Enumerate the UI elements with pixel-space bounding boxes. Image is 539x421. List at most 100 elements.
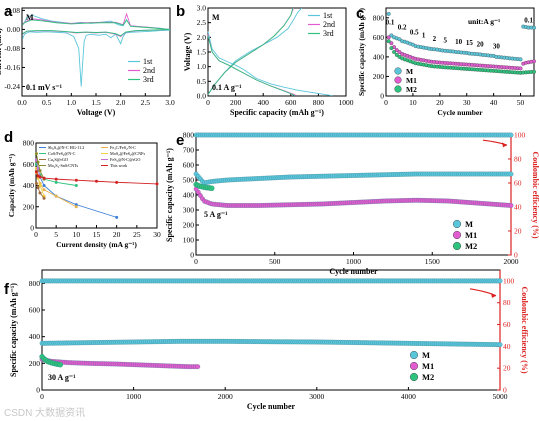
y2-tick-label: 20 (514, 227, 522, 236)
legend-entry: M2 (465, 241, 477, 251)
data-point (54, 194, 58, 198)
series-line (207, 7, 294, 95)
data-point (209, 185, 215, 191)
panel-label: d (4, 129, 13, 146)
plot-frame (385, 7, 535, 97)
legend-entry: Fe₃C/FeS₂/N-C (110, 145, 136, 150)
x-tick-label: 30 (463, 98, 471, 107)
x-tick-label: 1000 (339, 98, 354, 107)
y-tick-label: 100 (183, 236, 195, 245)
series-line (22, 12, 171, 38)
data-point (115, 180, 119, 184)
y-tick-label: 0 (36, 386, 40, 395)
sample-tag: M (26, 13, 34, 22)
x-tick-label: 0 (384, 98, 388, 107)
x-axis-label: Current density (mA g⁻¹) (56, 240, 137, 249)
data-point (57, 361, 64, 368)
x-tick-label: 500 (269, 257, 281, 266)
axis-arrow-head (502, 142, 507, 148)
y2-tick-label: 60 (503, 320, 511, 329)
y-axis-label: Specific capacity (mAh g⁻¹) (165, 148, 174, 242)
panel-label: f (4, 281, 10, 298)
y-axis-label: Capacity (mAh g⁻¹) (7, 153, 16, 217)
y-tick-label: 400 (29, 332, 41, 341)
panel-e: 0 500 1000 1500 2000010020030040050060070080… (165, 131, 539, 277)
y-tick-label: 300 (183, 206, 195, 215)
y2-tick-label: 80 (503, 298, 511, 307)
data-point (386, 11, 391, 16)
legend-swatch (452, 241, 462, 251)
legend-entry: M (406, 67, 413, 76)
legend-entry: 3rd (323, 29, 334, 38)
data-point (38, 169, 42, 173)
y2-axis-label: Coulombic efficiency (%) (520, 286, 529, 373)
y-tick-label: 600 (29, 306, 41, 315)
y-tick-label: 0.00 (7, 25, 20, 34)
legend-entry: M2 (422, 372, 434, 382)
legend-entry: 1st (323, 11, 333, 20)
y-tick-label: 0 (190, 251, 194, 260)
data-point (38, 184, 42, 187)
y-tick-label: 700 (183, 146, 195, 155)
rate-label: 30 (493, 43, 501, 51)
panel-label: e (176, 132, 184, 149)
x-tick-label: 10 (73, 230, 81, 239)
y-tick-label: -0.16 (4, 63, 20, 72)
series-line (35, 159, 117, 218)
y2-tick-label: 20 (503, 364, 511, 373)
legend-entry: M1 (422, 361, 434, 371)
y-tick-label: 400 (23, 181, 35, 190)
x-axis-label: Specific capacity (mAh g⁻¹) (230, 108, 324, 117)
x-tick-label: 2000 (504, 257, 519, 266)
data-point (389, 41, 394, 46)
x-tick-label: 400 (258, 98, 270, 107)
y-tick-label: 800 (23, 139, 35, 148)
legend-entry: M (465, 219, 473, 229)
y2-tick-label: 80 (514, 155, 522, 164)
legend-entry: CoS/FeS₂@N-C (48, 151, 76, 156)
data-point (42, 188, 46, 192)
x-tick-label: 20 (436, 98, 444, 107)
legend-swatch (409, 350, 419, 360)
x-tick-label: 15 (93, 230, 101, 239)
data-point (36, 186, 40, 190)
legend-entry: M1 (465, 230, 477, 240)
x-tick-label: 3.0 (165, 98, 175, 107)
data-point (34, 181, 38, 185)
y2-tick-label: 100 (514, 131, 526, 140)
rate-label: 5 (443, 37, 447, 45)
legend-entry: 1st (143, 57, 153, 66)
sample-tag: M (212, 13, 220, 22)
legend-entry: M1 (406, 76, 417, 85)
legend-entry: 3rd (143, 75, 154, 84)
rate-label: 2 (433, 35, 437, 43)
y-tick-label: 200 (373, 72, 385, 81)
data-point (195, 364, 201, 370)
x-tick-label: 0 (194, 257, 198, 266)
watermark: CSDN 大数据资讯 (4, 406, 85, 419)
panel-a: 0.0 0.5 1.0 1.5 2.0 2.5 3.0 0.08 0.00 -0.08 -0.16 -… (0, 3, 175, 117)
axis-arrow-head (491, 292, 496, 298)
legend-swatch (394, 85, 402, 93)
x-tick-label: 40 (490, 98, 498, 107)
y2-tick-label: 100 (503, 276, 515, 285)
y-axis-label: Voltage (V) (183, 32, 192, 71)
y-tick-label: -0.08 (4, 44, 20, 53)
rate-label: 20 (477, 41, 485, 49)
legend-entry: MoS₂@FeS₂@CNFs (110, 151, 145, 156)
y-tick-label: 200 (183, 221, 195, 230)
data-point (518, 66, 523, 71)
y2-tick-label: 40 (503, 342, 511, 351)
data-point (34, 152, 38, 156)
legend-entry: Sb₂S₃@N-C HG-11.2 (48, 145, 84, 150)
y2-axis-label: Coulombic efficiency (%) (531, 151, 539, 238)
legend-swatch (409, 372, 419, 382)
data-point (34, 170, 38, 174)
scan-rate-note: 0.1 mV s⁻¹ (26, 83, 63, 92)
x-tick-label: 600 (285, 98, 297, 107)
y2-tick-label: 40 (514, 203, 522, 212)
x-tick-label: 200 (230, 98, 242, 107)
y-tick-label: 600 (183, 161, 195, 170)
rate-label: 15 (466, 39, 474, 47)
series-line (207, 31, 333, 97)
